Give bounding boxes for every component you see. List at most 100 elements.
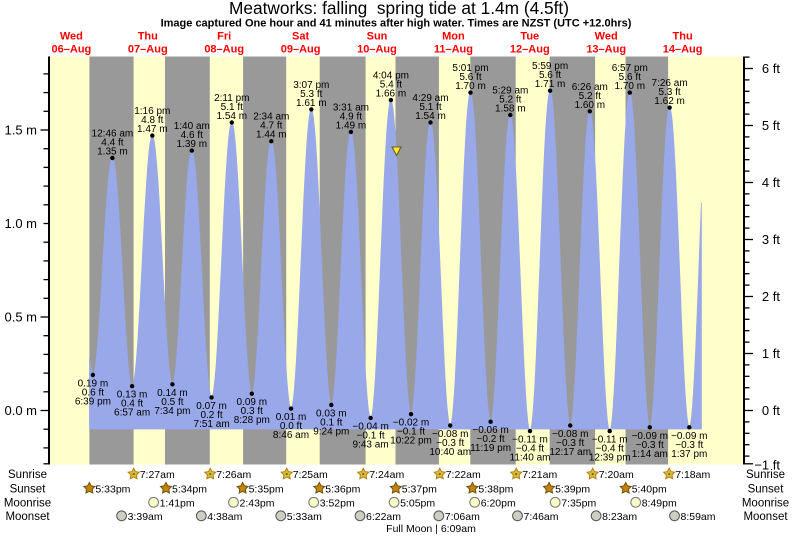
svg-text:2 ft: 2 ft [762, 289, 780, 304]
svg-text:4.4 ft: 4.4 ft [101, 138, 123, 149]
svg-text:1:40 am: 1:40 am [174, 121, 210, 132]
svg-text:8:23am: 8:23am [602, 511, 637, 523]
svg-text:0.13 m: 0.13 m [117, 390, 148, 401]
svg-text:1.58 m: 1.58 m [495, 104, 526, 115]
svg-text:Full Moon | 6:09am: Full Moon | 6:09am [386, 523, 476, 535]
svg-text:−0.1 ft: −0.1 ft [357, 431, 385, 442]
svg-text:7:46am: 7:46am [524, 511, 559, 523]
svg-text:14–Aug: 14–Aug [663, 44, 703, 56]
svg-text:5:34pm: 5:34pm [172, 483, 207, 495]
svg-text:2:43pm: 2:43pm [240, 497, 275, 509]
svg-text:7:26am: 7:26am [216, 469, 251, 481]
svg-text:5:35pm: 5:35pm [249, 483, 284, 495]
svg-text:5.1 ft: 5.1 ft [419, 102, 441, 113]
svg-text:1:14 am: 1:14 am [632, 449, 668, 460]
svg-text:1.47 m: 1.47 m [137, 124, 168, 135]
svg-text:07–Aug: 07–Aug [128, 44, 168, 56]
svg-text:10:40 am: 10:40 am [429, 447, 471, 458]
svg-text:5:38pm: 5:38pm [478, 483, 513, 495]
svg-text:7:24am: 7:24am [369, 469, 404, 481]
svg-text:0.14 m: 0.14 m [157, 388, 188, 399]
svg-text:4:38am: 4:38am [207, 511, 242, 523]
svg-text:4.8 ft: 4.8 ft [141, 115, 163, 126]
svg-text:12:17 am: 12:17 am [549, 447, 591, 458]
svg-text:5:33am: 5:33am [287, 511, 322, 523]
svg-text:5:01 pm: 5:01 pm [452, 63, 488, 74]
svg-text:0.2 ft: 0.2 ft [200, 410, 222, 421]
svg-text:0.0 m: 0.0 m [4, 403, 37, 418]
svg-text:1.62 m: 1.62 m [654, 96, 685, 107]
svg-text:−0.1 ft: −0.1 ft [397, 427, 425, 438]
svg-text:10:22 pm: 10:22 pm [390, 436, 432, 447]
svg-text:7:34 pm: 7:34 pm [154, 406, 190, 417]
svg-text:1.35 m: 1.35 m [97, 147, 128, 158]
svg-text:−0.09 m: −0.09 m [671, 431, 707, 442]
svg-text:4 ft: 4 ft [762, 175, 780, 190]
svg-text:6:57 pm: 6:57 pm [612, 63, 648, 74]
svg-text:0.03 m: 0.03 m [316, 408, 347, 419]
svg-text:3:39am: 3:39am [128, 511, 163, 523]
svg-text:8:28 pm: 8:28 pm [234, 415, 270, 426]
svg-text:0.01 m: 0.01 m [276, 412, 307, 423]
svg-text:1:16 pm: 1:16 pm [134, 106, 170, 117]
svg-text:Sunrise: Sunrise [746, 469, 785, 481]
svg-text:−0.11 m: −0.11 m [512, 435, 548, 446]
svg-text:1:41pm: 1:41pm [160, 497, 195, 509]
svg-text:9:43 am: 9:43 am [353, 440, 389, 451]
svg-text:3:07 pm: 3:07 pm [293, 80, 329, 91]
svg-text:−0.3 ft: −0.3 ft [675, 440, 703, 451]
svg-text:Image captured One hour and 41: Image captured One hour and 41 minutes a… [161, 18, 632, 30]
svg-text:5.6 ft: 5.6 ft [619, 72, 641, 83]
svg-text:1.70 m: 1.70 m [615, 81, 646, 92]
svg-text:−0.09 m: −0.09 m [632, 431, 668, 442]
svg-text:5.4 ft: 5.4 ft [380, 80, 402, 91]
svg-text:5:59 pm: 5:59 pm [532, 61, 568, 72]
svg-text:4:04 pm: 4:04 pm [373, 71, 409, 82]
svg-text:8:46 am: 8:46 am [273, 430, 309, 441]
svg-text:−0.06 m: −0.06 m [472, 425, 508, 436]
svg-text:3 ft: 3 ft [762, 232, 780, 247]
svg-text:7:21am: 7:21am [522, 469, 557, 481]
svg-text:7:20am: 7:20am [599, 469, 634, 481]
svg-text:7:35pm: 7:35pm [561, 497, 596, 509]
svg-text:5.6 ft: 5.6 ft [539, 70, 561, 81]
svg-text:0.6 ft: 0.6 ft [82, 388, 104, 399]
svg-text:5:36pm: 5:36pm [325, 483, 360, 495]
svg-text:Thu: Thu [138, 31, 158, 43]
svg-text:7:27am: 7:27am [140, 469, 175, 481]
svg-text:Sunset: Sunset [10, 483, 47, 495]
svg-text:−0.08 m: −0.08 m [552, 429, 588, 440]
svg-text:7:06am: 7:06am [445, 511, 480, 523]
svg-text:0.5 ft: 0.5 ft [161, 397, 183, 408]
svg-text:12:46 am: 12:46 am [92, 129, 134, 140]
svg-text:Fri: Fri [217, 31, 231, 43]
svg-text:−0.4 ft: −0.4 ft [516, 444, 544, 455]
svg-text:11–Aug: 11–Aug [434, 44, 473, 56]
svg-text:1.39 m: 1.39 m [177, 139, 208, 150]
svg-text:0.19 m: 0.19 m [78, 379, 109, 390]
svg-text:1.54 m: 1.54 m [217, 111, 248, 122]
svg-text:6:57 am: 6:57 am [114, 408, 150, 419]
svg-text:0.3 ft: 0.3 ft [241, 406, 263, 417]
svg-text:0.0 ft: 0.0 ft [280, 421, 302, 432]
svg-text:09–Aug: 09–Aug [281, 44, 321, 56]
svg-text:Moonset: Moonset [5, 511, 50, 523]
svg-text:0.1 ft: 0.1 ft [320, 417, 342, 428]
svg-text:7:25am: 7:25am [293, 469, 328, 481]
svg-text:0 ft: 0 ft [762, 403, 780, 418]
svg-text:2:34 am: 2:34 am [253, 112, 289, 123]
svg-text:6:26 am: 6:26 am [572, 82, 608, 93]
svg-text:−0.08 m: −0.08 m [432, 429, 468, 440]
svg-text:6:22am: 6:22am [366, 511, 401, 523]
svg-text:0.07 m: 0.07 m [196, 401, 227, 412]
svg-text:2:11 pm: 2:11 pm [214, 93, 249, 104]
svg-text:5:29 am: 5:29 am [492, 86, 528, 97]
svg-text:5.3 ft: 5.3 ft [658, 87, 680, 98]
svg-text:3:31 am: 3:31 am [333, 102, 369, 113]
svg-text:13–Aug: 13–Aug [586, 44, 626, 56]
svg-text:−0.2 ft: −0.2 ft [477, 434, 505, 445]
svg-text:08–Aug: 08–Aug [204, 44, 244, 56]
svg-text:1.44 m: 1.44 m [256, 130, 287, 141]
svg-text:7:18am: 7:18am [675, 469, 710, 481]
svg-text:4.9 ft: 4.9 ft [340, 111, 362, 122]
